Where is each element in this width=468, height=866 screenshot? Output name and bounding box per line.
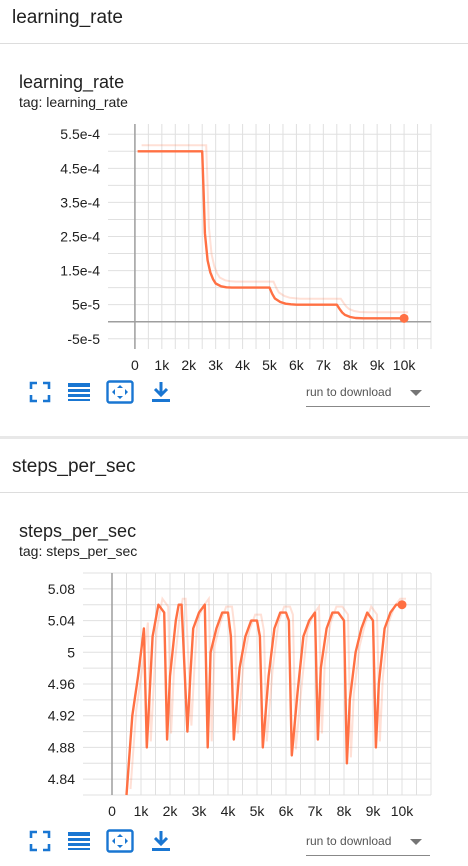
- series-line[interactable]: [125, 603, 403, 796]
- x-tick-label: 6k: [289, 357, 305, 373]
- y-tick-label: 5.5e-4: [60, 126, 100, 142]
- x-tick-label: 5k: [262, 357, 278, 373]
- card-title: steps_per_sec: [19, 521, 137, 541]
- chevron-down-icon: [410, 390, 422, 396]
- x-tick-label: 0: [131, 357, 139, 373]
- section-title: learning_rate: [12, 7, 123, 28]
- x-tick-label: 2k: [181, 357, 197, 373]
- x-tick-label: 10k: [391, 803, 415, 819]
- run-download-placeholder: run to download: [306, 385, 392, 399]
- y-tick-label: 4.92: [48, 708, 75, 724]
- y-tick-label: 2.5e-4: [60, 229, 100, 245]
- x-tick-label: 7k: [316, 357, 332, 373]
- x-tick-label: 9k: [366, 803, 382, 819]
- last-point-marker[interactable]: [397, 600, 407, 610]
- y-tick-label: 4.5e-4: [60, 160, 100, 176]
- y-tick-label: -5e-5: [67, 331, 100, 347]
- x-tick-label: 3k: [208, 357, 224, 373]
- y-tick-label: 4.96: [48, 676, 75, 692]
- raw-series-line: [141, 144, 409, 314]
- series-line[interactable]: [137, 150, 405, 320]
- download-icon[interactable]: [149, 380, 173, 404]
- fit-domain-icon[interactable]: [106, 380, 134, 404]
- x-tick-label: 2k: [163, 803, 179, 819]
- section-divider: [0, 492, 468, 493]
- y-tick-label: 3.5e-4: [60, 194, 100, 210]
- x-tick-label: 4k: [235, 357, 251, 373]
- run-download-select[interactable]: run to download: [306, 382, 430, 407]
- x-tick-label: 7k: [308, 803, 324, 819]
- x-tick-label: 6k: [279, 803, 295, 819]
- data-table-icon[interactable]: [67, 380, 91, 404]
- last-point-marker[interactable]: [399, 313, 409, 323]
- data-table-icon[interactable]: [67, 829, 91, 853]
- y-tick-label: 1.5e-4: [60, 263, 100, 279]
- download-icon[interactable]: [149, 829, 173, 853]
- x-tick-label: 8k: [337, 803, 353, 819]
- section-title: steps_per_sec: [12, 456, 136, 477]
- x-tick-label: 1k: [134, 803, 150, 819]
- section-header-learning-rate[interactable]: learning_rate: [0, 0, 468, 44]
- fullscreen-icon[interactable]: [28, 829, 52, 853]
- x-tick-label: 0: [108, 803, 116, 819]
- run-download-select[interactable]: run to download: [306, 831, 430, 856]
- x-tick-label: 8k: [343, 357, 359, 373]
- card-tag: tag: steps_per_sec: [19, 543, 138, 559]
- section-divider: [0, 43, 468, 44]
- fit-domain-icon[interactable]: [106, 829, 134, 853]
- y-tick-label: 5.08: [48, 581, 75, 597]
- y-tick-label: 5e-5: [72, 297, 100, 313]
- x-tick-label: 5k: [250, 803, 266, 819]
- y-tick-label: 5.04: [48, 613, 75, 629]
- x-tick-label: 9k: [370, 357, 386, 373]
- card-tag: tag: learning_rate: [19, 94, 128, 110]
- x-tick-label: 4k: [221, 803, 237, 819]
- x-tick-label: 10k: [393, 357, 417, 373]
- chevron-down-icon: [410, 839, 422, 845]
- chart-card-learning-rate: learning_rate tag: learning_rate 5.5e-4 4…: [0, 44, 468, 436]
- y-tick-label: 5: [67, 644, 75, 660]
- x-tick-label: 3k: [192, 803, 208, 819]
- card-title: learning_rate: [19, 72, 125, 92]
- raw-series-line: [129, 595, 406, 790]
- section-header-steps-per-sec[interactable]: steps_per_sec: [0, 449, 468, 493]
- chart-toolbar: [28, 829, 448, 855]
- x-tick-label: 1k: [154, 357, 170, 373]
- y-tick-label: 4.84: [48, 771, 75, 787]
- chart-grid: [108, 124, 432, 349]
- run-download-placeholder: run to download: [306, 834, 392, 848]
- chart-card-steps-per-sec: steps_per_sec tag: steps_per_sec 5.08 5.0…: [0, 493, 468, 866]
- fullscreen-icon[interactable]: [28, 380, 52, 404]
- line-chart-steps-per-sec[interactable]: 5.08 5.04 5 4.96 4.92 4.88 4.84 0 1k 2k 3k 4k 5k 6k 7k…: [0, 493, 468, 828]
- chart-grid: [83, 572, 432, 796]
- y-tick-label: 4.88: [48, 739, 75, 755]
- section-separator: [0, 436, 468, 439]
- line-chart-learning-rate[interactable]: 5.5e-4 4.5e-4 3.5e-4 2.5e-4 1.5e-4 5e-5 -5e-5 0…: [0, 44, 468, 374]
- chart-toolbar: [28, 380, 448, 406]
